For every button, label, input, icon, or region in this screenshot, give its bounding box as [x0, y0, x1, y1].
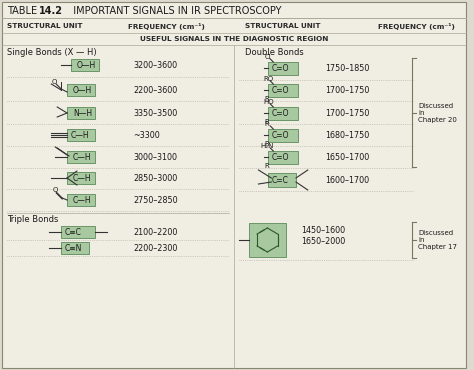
Text: STRUCTURAL UNIT: STRUCTURAL UNIT	[245, 23, 320, 29]
Bar	[268, 173, 296, 187]
Text: C=O: C=O	[271, 152, 289, 161]
Text: C—H: C—H	[73, 152, 91, 161]
Text: 3200–3600: 3200–3600	[133, 61, 177, 70]
Text: 1700–1750: 1700–1750	[326, 85, 370, 94]
Text: O—H: O—H	[73, 85, 92, 94]
Text: R: R	[264, 163, 269, 169]
Text: C≡N: C≡N	[64, 243, 82, 252]
Text: 2750–2850: 2750–2850	[133, 195, 178, 205]
Text: 2850–3000: 2850–3000	[133, 174, 177, 182]
Text: 3000–3100: 3000–3100	[133, 152, 177, 161]
Text: 14.2: 14.2	[38, 6, 63, 16]
Text: FREQUENCY (cm⁻¹): FREQUENCY (cm⁻¹)	[378, 23, 455, 30]
Bar	[268, 107, 298, 120]
Text: C=C: C=C	[271, 175, 288, 185]
Text: C—H: C—H	[71, 131, 90, 139]
Text: HO: HO	[264, 99, 274, 105]
Text: 2200–2300: 2200–2300	[133, 243, 178, 252]
Text: O—H: O—H	[77, 61, 96, 70]
Bar	[67, 172, 95, 184]
Text: 1680–1750: 1680–1750	[326, 131, 370, 139]
Text: N—H: N—H	[73, 108, 92, 118]
Text: O: O	[51, 79, 57, 85]
Text: FREQUENCY (cm⁻¹): FREQUENCY (cm⁻¹)	[128, 23, 205, 30]
Text: 3350–3500: 3350–3500	[133, 108, 177, 118]
Text: ~3300: ~3300	[133, 131, 160, 139]
Text: 1600–1700: 1600–1700	[326, 175, 370, 185]
Bar	[71, 59, 99, 71]
Text: C=O: C=O	[271, 85, 289, 94]
Text: C=O: C=O	[271, 131, 289, 139]
Text: C≡C: C≡C	[64, 228, 81, 236]
Text: R: R	[264, 96, 269, 102]
Text: O: O	[52, 187, 58, 193]
Bar	[268, 151, 298, 164]
Text: Discussed
in
Chapter 20: Discussed in Chapter 20	[419, 102, 457, 122]
Text: IMPORTANT SIGNALS IN IR SPECTROSCOPY: IMPORTANT SIGNALS IN IR SPECTROSCOPY	[67, 6, 282, 16]
Bar	[61, 242, 89, 254]
Bar	[268, 62, 298, 75]
Text: RO: RO	[264, 76, 273, 82]
Text: R: R	[264, 121, 269, 127]
Bar	[67, 84, 95, 96]
Text: Double Bonds: Double Bonds	[245, 47, 303, 57]
Bar	[249, 223, 286, 257]
Text: Cl: Cl	[264, 54, 271, 60]
Text: C=O: C=O	[271, 64, 289, 73]
Bar	[268, 129, 298, 142]
Bar	[67, 151, 95, 163]
Text: R: R	[264, 119, 269, 125]
Bar	[67, 129, 95, 141]
Text: 1450–1600
1650–2000: 1450–1600 1650–2000	[301, 226, 345, 246]
Text: Discussed
in
Chapter 17: Discussed in Chapter 17	[419, 230, 457, 250]
Text: Single Bonds (X — H): Single Bonds (X — H)	[7, 47, 97, 57]
Bar	[67, 107, 95, 119]
Text: R: R	[264, 141, 269, 147]
Text: 1700–1750: 1700–1750	[326, 108, 370, 118]
Text: TABLE: TABLE	[7, 6, 40, 16]
Text: C—H: C—H	[73, 195, 91, 205]
Text: C=O: C=O	[271, 108, 289, 118]
Bar	[268, 84, 298, 97]
Text: 2100–2200: 2100–2200	[133, 228, 178, 236]
Text: STRUCTURAL UNIT: STRUCTURAL UNIT	[7, 23, 82, 29]
Bar	[67, 194, 95, 206]
Bar	[61, 226, 95, 238]
Text: 1650–1700: 1650–1700	[326, 152, 370, 161]
Text: 2200–3600: 2200–3600	[133, 85, 177, 94]
Text: USEFUL SIGNALS IN THE DIAGNOSTIC REGION: USEFUL SIGNALS IN THE DIAGNOSTIC REGION	[140, 36, 328, 42]
Text: Triple Bonds: Triple Bonds	[7, 215, 58, 223]
Text: 1750–1850: 1750–1850	[326, 64, 370, 73]
Text: C—H: C—H	[73, 174, 91, 182]
Text: H₂N: H₂N	[261, 143, 274, 149]
